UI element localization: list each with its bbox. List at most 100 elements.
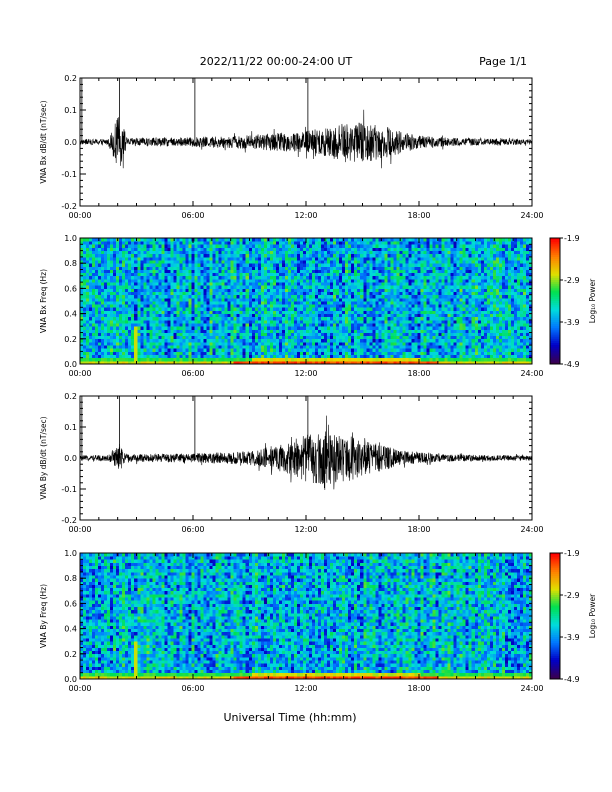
spectrogram-cell	[381, 285, 385, 289]
spectrogram-cell	[179, 269, 183, 274]
spectrogram-cell	[197, 285, 201, 289]
spectrogram-cell	[83, 310, 87, 314]
spectrogram-cell	[369, 272, 373, 277]
spectrogram-cell	[393, 332, 397, 337]
spectrogram-cell	[104, 272, 108, 277]
spectrogram-cell	[348, 345, 352, 349]
spectrogram-cell	[375, 253, 379, 258]
spectrogram-cell	[266, 275, 271, 280]
spectrogram-cell	[378, 285, 382, 289]
spectrogram-cell	[372, 260, 376, 264]
spectrogram-cell	[411, 269, 415, 274]
spectrogram-cell	[209, 351, 213, 355]
spectrogram-cell	[101, 326, 105, 330]
spectrogram-cell	[176, 250, 180, 255]
spectrogram-cell	[411, 238, 415, 242]
spectrogram-cell	[336, 247, 340, 251]
spectrogram-cell	[128, 241, 132, 245]
spectrogram-cell	[89, 332, 93, 337]
spectrogram-cell	[230, 329, 235, 333]
spectrogram-cell	[369, 354, 373, 359]
spectrogram-cell	[269, 275, 274, 280]
spectrogram-cell	[191, 263, 195, 267]
spectrogram-cell	[342, 282, 346, 286]
spectrogram-cell	[444, 282, 449, 286]
spectrogram-cell	[245, 354, 250, 359]
spectrogram-cell	[200, 285, 204, 289]
spectrogram-cell	[351, 238, 355, 242]
spectrogram-cell	[345, 323, 349, 327]
spectrogram-cell	[200, 269, 204, 274]
spectrogram-cell	[182, 241, 186, 245]
spectrogram-cell	[254, 335, 259, 340]
spectrogram-cell	[209, 263, 213, 267]
spectrogram-cell	[299, 316, 304, 321]
spectrogram-cell	[417, 244, 421, 248]
spectrogram-cell	[342, 275, 346, 280]
spectrogram-cell	[131, 288, 135, 292]
spectrogram-cell	[417, 341, 421, 346]
spectrogram-cell	[375, 360, 379, 365]
spectrogram-cell	[387, 241, 391, 245]
spectrogram-cell	[182, 278, 186, 283]
spectrogram-cell	[125, 269, 129, 274]
spectrogram-cell	[185, 338, 189, 343]
spectrogram-cell	[281, 247, 286, 251]
spectrogram-cell	[287, 304, 292, 308]
spectrogram-cell	[242, 263, 247, 267]
spectrogram-cell	[116, 297, 120, 302]
spectrogram-cell	[381, 288, 385, 292]
spectrogram-cell	[312, 319, 316, 324]
spectrogram-cell	[215, 269, 220, 274]
spectrogram-cell	[293, 256, 298, 261]
spectrogram-cell	[131, 253, 135, 258]
spectrogram-cell	[321, 294, 325, 299]
spectrogram-cell	[345, 310, 349, 314]
spectrogram-cell	[200, 310, 204, 314]
spectrogram-cell	[119, 291, 123, 296]
spectrogram-cell	[194, 335, 198, 340]
spectrogram-cell	[224, 326, 229, 330]
spectrogram-cell	[122, 360, 126, 365]
spectrogram-cell	[230, 278, 235, 283]
spectrogram-cell	[140, 332, 144, 337]
spectrogram-cell	[351, 338, 355, 343]
spectrogram-cell	[158, 241, 162, 245]
spectrogram-cell	[110, 291, 114, 296]
spectrogram-cell	[408, 338, 412, 343]
spectrogram-cell	[423, 341, 427, 346]
spectrogram-cell	[206, 354, 210, 359]
spectrogram-cell	[122, 313, 126, 318]
spectrogram-cell	[242, 275, 247, 280]
spectrogram-cell	[137, 272, 141, 277]
spectrogram-cell	[254, 332, 259, 337]
spectrogram-cell	[107, 329, 111, 333]
spectrogram-cell	[432, 291, 436, 296]
spectrogram-cell	[414, 301, 418, 305]
spectrogram-cell	[101, 241, 105, 245]
spectrogram-cell	[212, 351, 216, 355]
spectrogram-cell	[429, 310, 433, 314]
spectrogram-cell	[260, 282, 265, 286]
spectrogram-cell	[104, 291, 108, 296]
spectrogram-cell	[351, 360, 355, 365]
spectrogram-cell	[218, 247, 223, 251]
spectrogram-cell	[369, 282, 373, 286]
spectrogram-cell	[224, 323, 229, 327]
spectrogram-cell	[384, 256, 388, 261]
spectrogram-cell	[293, 332, 298, 337]
spectrogram-cell	[254, 297, 259, 302]
spectrogram-cell	[372, 323, 376, 327]
spectrogram-cell	[167, 351, 171, 355]
spectrogram-cell	[83, 329, 87, 333]
spectrogram-cell	[131, 282, 135, 286]
spectrogram-cell	[278, 244, 283, 248]
spectrogram-cell	[296, 244, 301, 248]
spectrogram-cell	[293, 250, 298, 255]
spectrogram-cell	[438, 335, 442, 340]
spectrogram-cell	[92, 326, 96, 330]
spectrogram-cell	[113, 351, 117, 355]
spectrogram-cell	[272, 294, 277, 299]
spectrogram-cell	[321, 263, 325, 267]
spectrogram-cell	[339, 332, 343, 337]
